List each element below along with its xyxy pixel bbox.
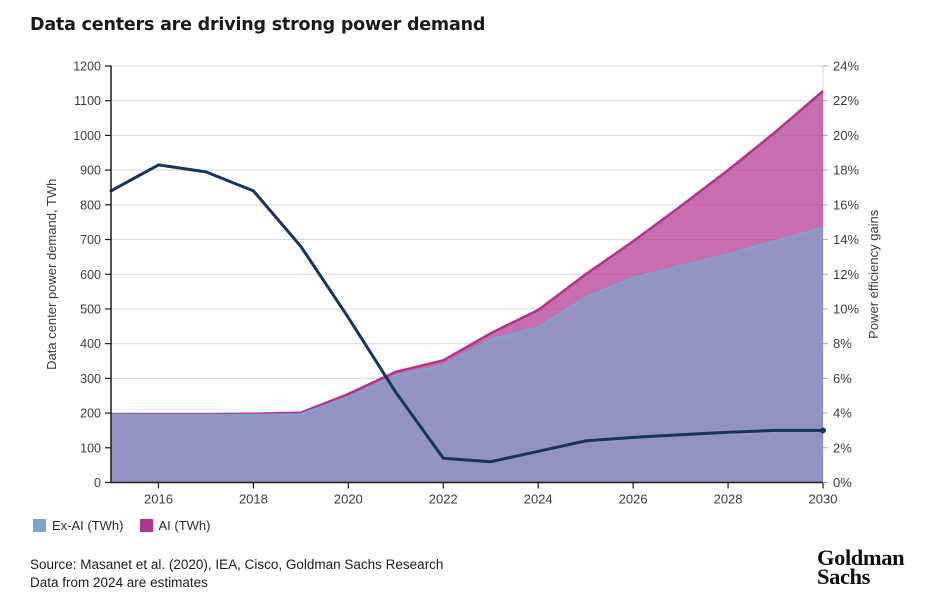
svg-text:2018: 2018 bbox=[239, 492, 268, 507]
svg-text:300: 300 bbox=[80, 372, 101, 386]
svg-text:100: 100 bbox=[80, 441, 101, 455]
chart-title: Data centers are driving strong power de… bbox=[30, 15, 486, 35]
legend-label-ex-ai: Ex-AI (TWh) bbox=[52, 518, 124, 533]
svg-text:400: 400 bbox=[80, 337, 101, 351]
efficiency-line-end-dot bbox=[820, 427, 826, 434]
svg-text:900: 900 bbox=[80, 164, 101, 178]
source-note: Source: Masanet et al. (2020), IEA, Cisc… bbox=[30, 556, 443, 592]
svg-text:800: 800 bbox=[80, 198, 101, 212]
svg-text:700: 700 bbox=[80, 233, 101, 247]
right-axis-title: Power efficiency gains bbox=[866, 209, 881, 339]
svg-text:6%: 6% bbox=[833, 371, 852, 386]
legend-item-ex-ai: Ex-AI (TWh) bbox=[33, 518, 124, 533]
svg-text:24%: 24% bbox=[833, 59, 859, 74]
svg-text:8%: 8% bbox=[833, 336, 852, 351]
svg-text:1000: 1000 bbox=[73, 129, 101, 143]
svg-text:600: 600 bbox=[80, 268, 101, 282]
svg-text:14%: 14% bbox=[833, 232, 859, 247]
chart-canvas: 0 100 200 300 400 500 600 700 800 900 1000 1100 1200… bbox=[44, 59, 881, 507]
svg-text:10%: 10% bbox=[833, 301, 859, 316]
x-axis-ticks: 2016 2018 2020 2022 2024 2026 2028 2030 bbox=[144, 482, 838, 507]
legend-swatch-ex-ai bbox=[33, 519, 46, 532]
svg-text:2024: 2024 bbox=[524, 492, 553, 507]
svg-text:16%: 16% bbox=[833, 197, 859, 212]
svg-text:0%: 0% bbox=[833, 475, 852, 490]
svg-text:20%: 20% bbox=[833, 128, 859, 143]
svg-text:2020: 2020 bbox=[334, 492, 363, 507]
svg-text:2016: 2016 bbox=[144, 492, 173, 507]
left-axis-title: Data center power demand, TWh bbox=[44, 179, 59, 370]
svg-text:2%: 2% bbox=[833, 440, 852, 455]
svg-text:1100: 1100 bbox=[74, 94, 101, 108]
legend-swatch-ai bbox=[139, 519, 153, 532]
legend-item-ai: AI (TWh) bbox=[139, 518, 211, 533]
svg-text:4%: 4% bbox=[833, 406, 852, 421]
logo-line-2: Sachs bbox=[817, 563, 871, 589]
svg-text:1200: 1200 bbox=[73, 60, 101, 74]
source-line-1: Source: Masanet et al. (2020), IEA, Cisc… bbox=[30, 557, 444, 572]
svg-text:2026: 2026 bbox=[619, 492, 648, 507]
svg-text:200: 200 bbox=[80, 407, 101, 421]
svg-text:22%: 22% bbox=[833, 93, 859, 108]
svg-text:2022: 2022 bbox=[429, 492, 458, 507]
left-axis-ticks: 0 100 200 300 400 500 600 700 800 900 1000 1100 1200 bbox=[73, 60, 111, 490]
series-efficiency-line bbox=[109, 163, 826, 464]
svg-text:12%: 12% bbox=[833, 267, 859, 282]
legend-label-ai: AI (TWh) bbox=[158, 518, 211, 533]
svg-text:500: 500 bbox=[80, 302, 101, 316]
legend: Ex-AI (TWh) AI (TWh) bbox=[33, 518, 211, 533]
svg-text:18%: 18% bbox=[833, 163, 859, 178]
right-axis-ticks: 0% 2% 4% 6% 8% 10% 12% 14% 16% 18% 20% 22% 24% bbox=[823, 59, 859, 490]
series-ex-ai-area bbox=[111, 226, 824, 483]
logo-line-1: Goldman bbox=[817, 545, 905, 570]
svg-text:2030: 2030 bbox=[809, 492, 838, 507]
svg-text:0: 0 bbox=[94, 476, 101, 490]
source-line-2: Data from 2024 are estimates bbox=[30, 575, 208, 590]
svg-text:2028: 2028 bbox=[714, 492, 743, 507]
goldman-sachs-logo: Goldman Sachs bbox=[817, 545, 905, 589]
